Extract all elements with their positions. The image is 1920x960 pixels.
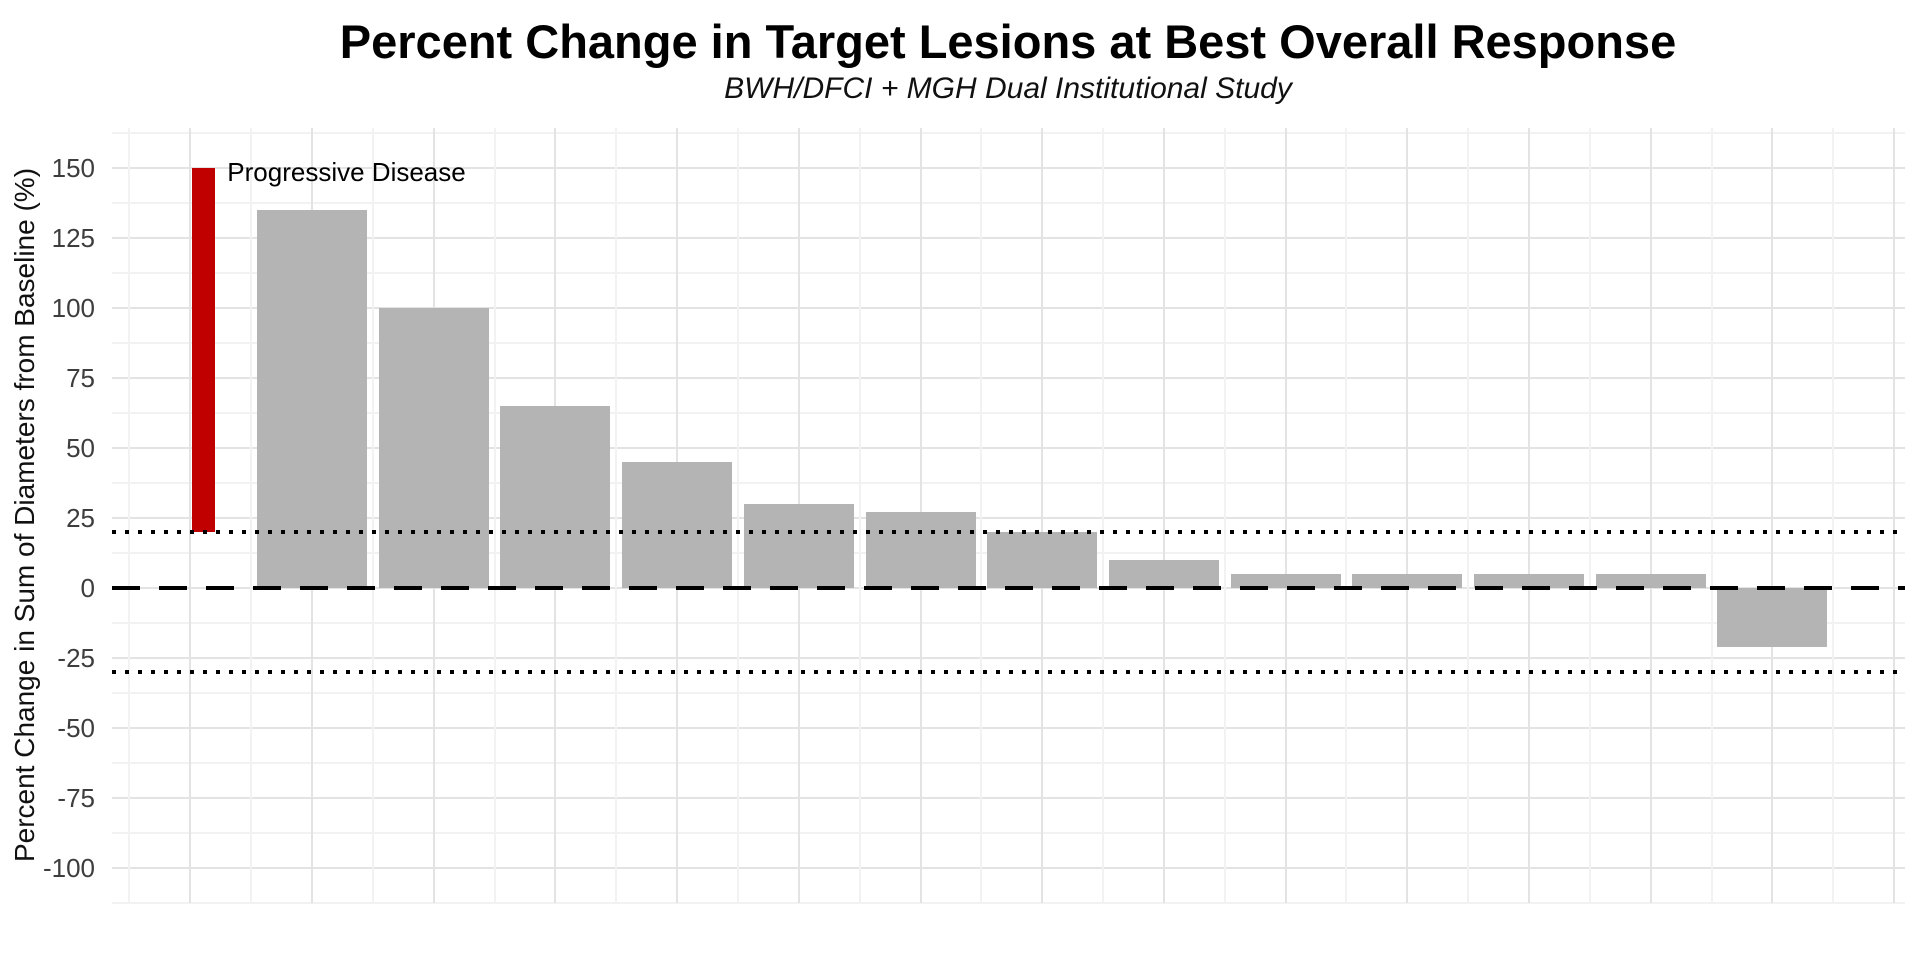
gridline-minor-v	[980, 128, 983, 903]
reference-line-dashed-0	[112, 586, 1905, 590]
y-tick-label: -100	[42, 853, 95, 883]
legend-key-bar	[192, 168, 215, 532]
y-tick-label: -50	[57, 713, 95, 743]
patient-bar	[743, 504, 854, 588]
gridline-major-v	[1649, 128, 1652, 903]
reference-line-dotted--30	[112, 670, 1905, 674]
gridline-major-v	[1284, 128, 1287, 903]
patient-bar	[622, 462, 733, 588]
patient-bar	[1352, 574, 1463, 588]
y-tick-label: -75	[57, 783, 95, 813]
plot-panel: Progressive Disease	[112, 128, 1905, 904]
gridline-minor-h	[112, 762, 1905, 764]
gridline-minor-v	[1588, 128, 1591, 903]
gridline-major-h	[112, 307, 1905, 309]
gridline-minor-v	[1832, 128, 1835, 903]
patient-bar	[1717, 588, 1828, 647]
y-tick-label: 125	[51, 223, 95, 253]
y-tick-label: 25	[66, 503, 95, 533]
reference-line-dotted-20	[112, 530, 1905, 534]
legend-label: Progressive Disease	[227, 157, 466, 187]
gridline-major-h	[112, 167, 1905, 169]
chart-subtitle: BWH/DFCI + MGH Dual Institutional Study	[724, 72, 1292, 105]
y-tick-label: 0	[80, 573, 95, 603]
gridline-minor-h	[112, 272, 1905, 274]
gridline-major-h	[112, 447, 1905, 449]
gridline-minor-v	[858, 128, 861, 903]
gridline-minor-h	[112, 902, 1905, 904]
gridline-major-v	[1528, 128, 1530, 903]
gridline-minor-v	[615, 128, 618, 903]
gridline-minor-v	[1710, 128, 1713, 903]
patient-bar	[1595, 574, 1706, 588]
gridline-minor-h	[112, 342, 1905, 344]
y-tick-label: 75	[66, 363, 95, 393]
y-tick-label: 50	[66, 433, 95, 463]
gridline-minor-v	[250, 128, 253, 903]
patient-bar	[987, 532, 1098, 588]
gridline-major-h	[112, 797, 1905, 799]
gridline-major-v	[1893, 128, 1896, 903]
gridline-major-h	[112, 657, 1905, 659]
gridline-major-h	[112, 377, 1905, 379]
gridline-minor-h	[112, 202, 1905, 204]
gridline-minor-v	[1102, 128, 1105, 903]
gridline-major-h	[112, 517, 1905, 519]
patient-bar	[1108, 560, 1219, 588]
patient-bar	[1474, 574, 1584, 588]
gridline-minor-v	[1345, 128, 1348, 903]
gridline-major-v	[1406, 128, 1409, 903]
gridline-minor-v	[128, 128, 131, 903]
patient-bar	[257, 210, 367, 588]
gridline-minor-h	[112, 412, 1905, 414]
gridline-major-v	[1162, 128, 1165, 903]
y-tick-label: 100	[51, 293, 95, 323]
gridline-major-v	[1041, 128, 1044, 903]
gridline-major-h	[112, 727, 1905, 729]
patient-bar	[865, 512, 976, 588]
gridline-minor-v	[1223, 128, 1226, 903]
gridline-minor-h	[112, 482, 1905, 484]
gridline-minor-h	[112, 622, 1905, 624]
gridline-major-h	[112, 867, 1905, 869]
gridline-minor-h	[112, 692, 1905, 694]
gridline-major-v	[1771, 128, 1774, 903]
gridline-minor-v	[493, 128, 496, 903]
gridline-minor-v	[736, 128, 739, 903]
patient-bar	[1230, 574, 1341, 588]
gridline-major-h	[112, 237, 1905, 239]
gridline-major-v	[189, 128, 192, 903]
patient-bar	[378, 308, 489, 588]
gridline-minor-h	[112, 132, 1905, 134]
patient-bar	[500, 406, 611, 588]
gridline-minor-v	[1467, 128, 1470, 903]
y-tick-label: -25	[57, 643, 95, 673]
gridline-minor-v	[371, 128, 374, 903]
gridline-minor-h	[112, 832, 1905, 834]
chart-title: Percent Change in Target Lesions at Best…	[339, 15, 1677, 68]
y-tick-label: 150	[51, 153, 95, 183]
